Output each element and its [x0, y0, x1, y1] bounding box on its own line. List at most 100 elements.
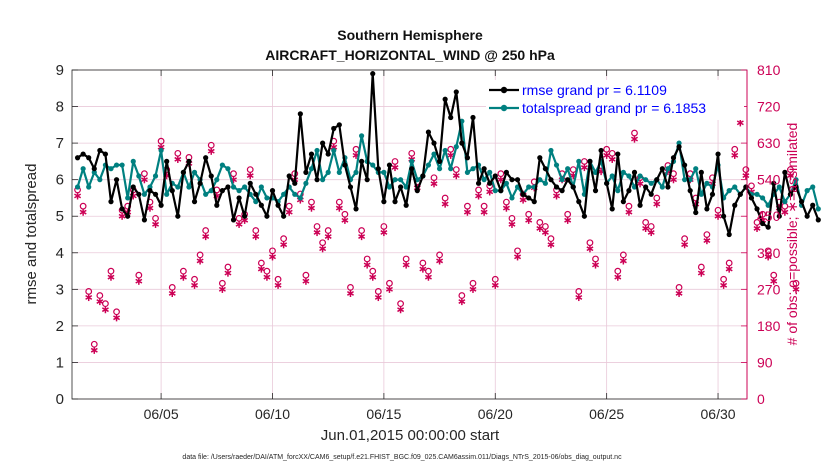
obs-assimilated-marker	[697, 263, 705, 277]
asterisk-stroke	[330, 144, 338, 150]
rmse-point	[136, 191, 142, 197]
totalspread-point	[292, 191, 298, 197]
rmse-point	[253, 191, 259, 197]
asterisk-stroke	[341, 217, 349, 223]
obs-possible-marker	[141, 170, 148, 178]
asterisk-stroke	[324, 234, 332, 239]
totalspread-point	[453, 144, 459, 150]
totalspread-point	[186, 184, 192, 190]
obs-assimilated-marker	[764, 247, 772, 261]
asterisk-stroke	[592, 262, 600, 268]
totalspread-point	[336, 169, 342, 175]
rmse-point	[414, 188, 420, 194]
obs-possible-marker	[614, 267, 622, 275]
rmse-point	[787, 191, 794, 197]
obs-assimilated-marker	[430, 174, 438, 188]
obs-possible-marker	[441, 194, 449, 202]
y-left-tick-label: 8	[56, 99, 64, 116]
rmse-point	[108, 199, 114, 205]
rmse-point	[442, 96, 448, 102]
asterisk-stroke	[113, 315, 121, 321]
obs-assimilated-marker	[614, 267, 622, 281]
asterisk-stroke	[553, 193, 561, 199]
obs-assimilated-marker	[74, 186, 82, 200]
obs-possible-marker	[464, 202, 471, 210]
obs-possible-marker	[536, 219, 544, 226]
obs-possible-marker	[174, 149, 182, 157]
obs-assimilated-marker	[96, 292, 104, 306]
obs-possible-marker	[358, 227, 366, 234]
totalspread-point	[448, 166, 454, 172]
rmse-point	[804, 213, 810, 219]
asterisk-stroke	[642, 225, 650, 231]
rmse-point	[297, 111, 303, 117]
obs-assimilated-marker	[346, 283, 354, 297]
obs-possible-marker	[653, 194, 661, 202]
asterisk-stroke	[653, 201, 661, 207]
obs-assimilated-marker	[324, 227, 332, 241]
x-axis-ticks: 06/05 06/10 06/15 06/20 06/25 06/30	[144, 70, 736, 422]
asterisk-stroke	[90, 347, 98, 353]
asterisk-stroke	[731, 152, 739, 158]
totalspread-point	[264, 195, 270, 201]
obs-possible-marker	[90, 340, 98, 348]
obs-possible-marker	[720, 275, 728, 283]
obs-assimilated-marker	[725, 259, 733, 273]
totalspread-point	[119, 162, 125, 168]
asterisk-stroke	[786, 173, 794, 179]
rmse-point	[125, 213, 131, 219]
y-right-tick-label: 90	[757, 354, 773, 370]
obs-possible-marker	[246, 166, 254, 174]
rmse-point	[592, 188, 599, 194]
rmse-point	[676, 144, 682, 150]
rmse-point	[470, 114, 476, 121]
totalspread-point	[236, 188, 242, 194]
totalspread-point	[308, 166, 315, 172]
obs-assimilated-marker	[564, 210, 572, 224]
obs-assimilated-marker	[514, 247, 522, 261]
asterisk-stroke	[224, 270, 232, 276]
totalspread-point	[386, 184, 393, 190]
obs-assimilated-marker	[135, 271, 143, 285]
obs-assimilated-marker	[541, 223, 549, 237]
totalspread-point	[487, 169, 493, 175]
totalspread-point	[693, 166, 699, 172]
rmse-point	[715, 151, 721, 157]
rmse-point	[258, 202, 264, 208]
totalspread-point	[108, 166, 114, 172]
totalspread-point	[804, 188, 810, 194]
obs-possible-marker	[274, 275, 282, 283]
obs-assimilated-marker	[207, 141, 215, 155]
rmse-point	[732, 202, 738, 208]
rmse-point	[704, 206, 710, 212]
asterisk-stroke	[541, 230, 549, 235]
obs-possible-marker	[714, 206, 722, 214]
totalspread-point	[442, 147, 448, 154]
rmse-point	[743, 184, 749, 190]
y-right-tick-label: 180	[757, 318, 781, 334]
asterisk-stroke	[85, 295, 93, 300]
rmse-point	[503, 169, 510, 175]
rmse-point	[275, 202, 281, 208]
obs-assimilated-marker	[140, 170, 148, 184]
obs-assimilated-marker	[480, 202, 488, 216]
rmse-point	[570, 184, 576, 190]
rmse-point	[269, 188, 276, 194]
obs-possible-marker	[335, 198, 343, 206]
totalspread-point	[242, 184, 248, 190]
rmse-point	[654, 177, 660, 183]
rmse-point	[397, 184, 404, 190]
rmse-point	[203, 155, 209, 161]
rmse-point	[759, 220, 766, 227]
asterisk-stroke	[152, 221, 160, 227]
obs-possible-marker	[503, 198, 510, 206]
rmse-point	[487, 180, 493, 186]
asterisk-stroke	[380, 230, 388, 235]
y-left-tick-label: 3	[56, 281, 64, 298]
obs-possible-marker	[625, 202, 633, 210]
asterisk-stroke	[575, 295, 583, 300]
obs-assimilated-marker	[792, 279, 800, 293]
rmse-point	[381, 199, 387, 205]
obs-assimilated-marker	[313, 223, 321, 237]
totalspread-point	[320, 177, 326, 183]
